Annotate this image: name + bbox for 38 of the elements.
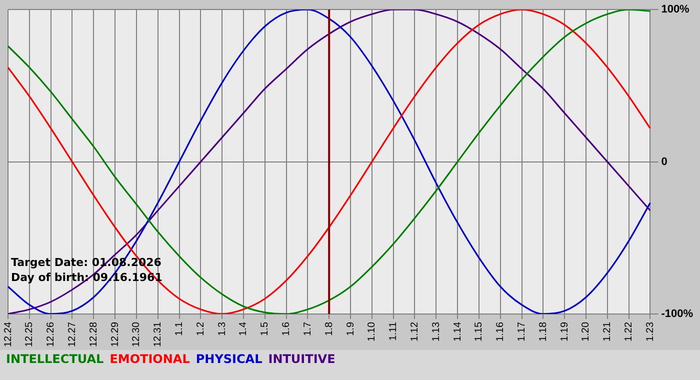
y-tick-label: 0 bbox=[661, 156, 668, 168]
text: PHYSICAL bbox=[196, 352, 262, 366]
x-tick-label: 1.1 bbox=[174, 322, 186, 336]
x-tick-label: 12.28 bbox=[88, 322, 100, 348]
x-tick-label: 12.24 bbox=[2, 322, 14, 348]
text: EMOTIONAL bbox=[110, 352, 190, 366]
x-tick-label: 12.29 bbox=[110, 322, 121, 348]
x-tick-label: 1.8 bbox=[324, 322, 335, 336]
x-tick-label: 1.3 bbox=[216, 322, 228, 336]
x-tick-label: 1.11 bbox=[388, 322, 400, 341]
x-tick-label: 12.25 bbox=[24, 322, 36, 348]
x-tick-label: 12.27 bbox=[66, 322, 78, 348]
x-tick-label: 1.16 bbox=[495, 322, 506, 342]
x-tick-label: 1.18 bbox=[538, 322, 549, 342]
text: INTUITIVE bbox=[268, 352, 336, 366]
x-tick-label: 1.5 bbox=[260, 322, 271, 336]
x-tick-label: 12.26 bbox=[46, 322, 57, 348]
text: INTELLECTUAL bbox=[6, 352, 104, 366]
x-tick-label: 1.7 bbox=[302, 322, 314, 336]
x-tick-label: 1.13 bbox=[430, 322, 442, 342]
x-tick-label: 1.22 bbox=[624, 322, 635, 342]
y-tick-label: 100% bbox=[661, 4, 690, 16]
x-tick-label: 1.20 bbox=[580, 322, 592, 342]
x-tick-label: 1.6 bbox=[281, 322, 292, 336]
x-tick-label: 1.2 bbox=[195, 322, 206, 336]
y-tick-label: -100% bbox=[661, 308, 694, 320]
x-tick-label: 1.9 bbox=[345, 322, 356, 336]
x-tick-label: 1.21 bbox=[602, 322, 614, 342]
x-tick-label: 1.4 bbox=[238, 322, 250, 336]
x-tick-label: 12.30 bbox=[131, 322, 142, 348]
x-tick-label: 1.17 bbox=[516, 322, 528, 342]
x-tick-label: 1.14 bbox=[452, 322, 464, 342]
x-tick-label: 1.10 bbox=[366, 322, 378, 342]
x-tick-label: 1.23 bbox=[644, 322, 656, 342]
x-tick-label: 1.19 bbox=[559, 322, 570, 342]
x-tick-label: 1.12 bbox=[409, 322, 420, 342]
x-tick-label: 1.15 bbox=[474, 322, 485, 342]
x-tick-label: 12.31 bbox=[152, 322, 164, 348]
